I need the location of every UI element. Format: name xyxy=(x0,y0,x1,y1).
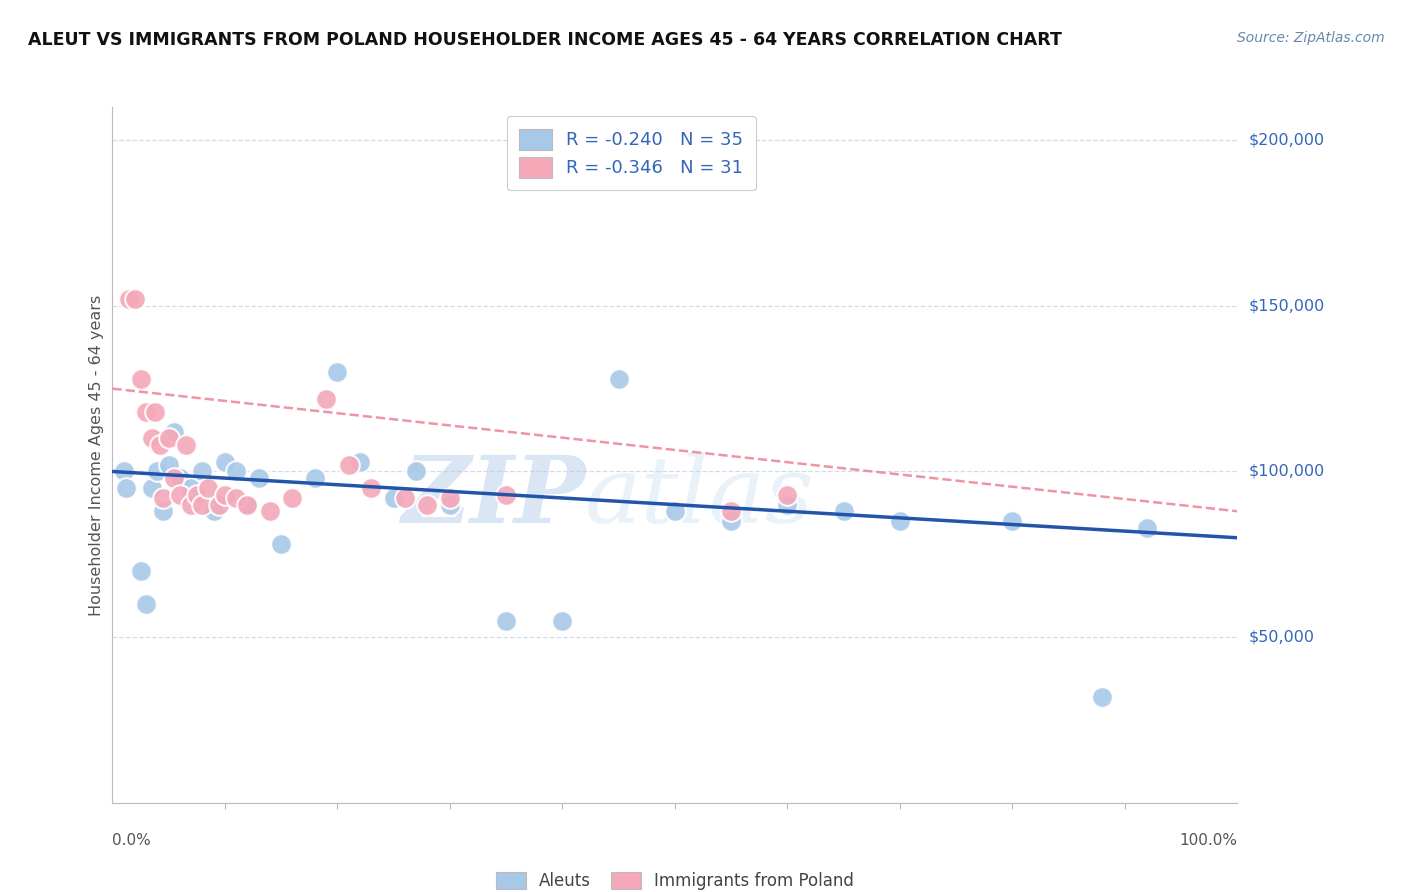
Point xyxy=(664,504,686,518)
Point xyxy=(225,491,247,505)
Point xyxy=(152,491,174,505)
Point xyxy=(163,471,186,485)
Text: $50,000: $50,000 xyxy=(1249,630,1315,645)
Point xyxy=(360,481,382,495)
Point xyxy=(495,614,517,628)
Text: atlas: atlas xyxy=(585,451,814,541)
Point xyxy=(169,471,191,485)
Point xyxy=(337,458,360,472)
Point xyxy=(135,405,157,419)
Point xyxy=(174,438,197,452)
Point xyxy=(1001,514,1024,528)
Text: 100.0%: 100.0% xyxy=(1180,833,1237,848)
Point xyxy=(141,481,163,495)
Point xyxy=(115,481,138,495)
Point xyxy=(124,292,146,306)
Point xyxy=(439,491,461,505)
Text: $100,000: $100,000 xyxy=(1249,464,1324,479)
Point xyxy=(149,438,172,452)
Point xyxy=(1136,521,1159,535)
Text: ALEUT VS IMMIGRANTS FROM POLAND HOUSEHOLDER INCOME AGES 45 - 64 YEARS CORRELATIO: ALEUT VS IMMIGRANTS FROM POLAND HOUSEHOL… xyxy=(28,31,1062,49)
Point xyxy=(315,392,337,406)
Point xyxy=(416,498,439,512)
Point xyxy=(495,488,517,502)
Point xyxy=(551,614,574,628)
Point xyxy=(129,372,152,386)
Point xyxy=(152,504,174,518)
Point xyxy=(180,481,202,495)
Text: 0.0%: 0.0% xyxy=(112,833,152,848)
Point xyxy=(163,425,186,439)
Point xyxy=(180,498,202,512)
Point xyxy=(247,471,270,485)
Point xyxy=(832,504,855,518)
Point xyxy=(146,465,169,479)
Point xyxy=(191,498,214,512)
Point xyxy=(157,458,180,472)
Point xyxy=(326,365,349,379)
Point xyxy=(169,488,191,502)
Point xyxy=(157,431,180,445)
Point xyxy=(225,465,247,479)
Point xyxy=(382,491,405,505)
Point xyxy=(143,405,166,419)
Point xyxy=(776,488,799,502)
Point xyxy=(202,504,225,518)
Point xyxy=(197,481,219,495)
Point xyxy=(439,498,461,512)
Point xyxy=(214,454,236,468)
Point xyxy=(118,292,141,306)
Point xyxy=(720,514,742,528)
Point xyxy=(270,537,292,551)
Point xyxy=(186,488,208,502)
Point xyxy=(191,465,214,479)
Point xyxy=(349,454,371,468)
Point xyxy=(214,488,236,502)
Point xyxy=(607,372,630,386)
Point xyxy=(889,514,911,528)
Y-axis label: Householder Income Ages 45 - 64 years: Householder Income Ages 45 - 64 years xyxy=(89,294,104,615)
Point xyxy=(236,498,259,512)
Text: Source: ZipAtlas.com: Source: ZipAtlas.com xyxy=(1237,31,1385,45)
Point xyxy=(236,498,259,512)
Point xyxy=(304,471,326,485)
Point xyxy=(112,465,135,479)
Point xyxy=(259,504,281,518)
Legend: Aleuts, Immigrants from Poland: Aleuts, Immigrants from Poland xyxy=(488,863,862,892)
Text: $150,000: $150,000 xyxy=(1249,298,1324,313)
Point xyxy=(776,498,799,512)
Point xyxy=(135,597,157,611)
Point xyxy=(141,431,163,445)
Text: ZIP: ZIP xyxy=(401,451,585,541)
Text: $200,000: $200,000 xyxy=(1249,133,1324,148)
Point xyxy=(394,491,416,505)
Point xyxy=(405,465,427,479)
Point xyxy=(208,498,231,512)
Point xyxy=(1091,690,1114,704)
Point xyxy=(129,564,152,578)
Point xyxy=(281,491,304,505)
Point xyxy=(720,504,742,518)
